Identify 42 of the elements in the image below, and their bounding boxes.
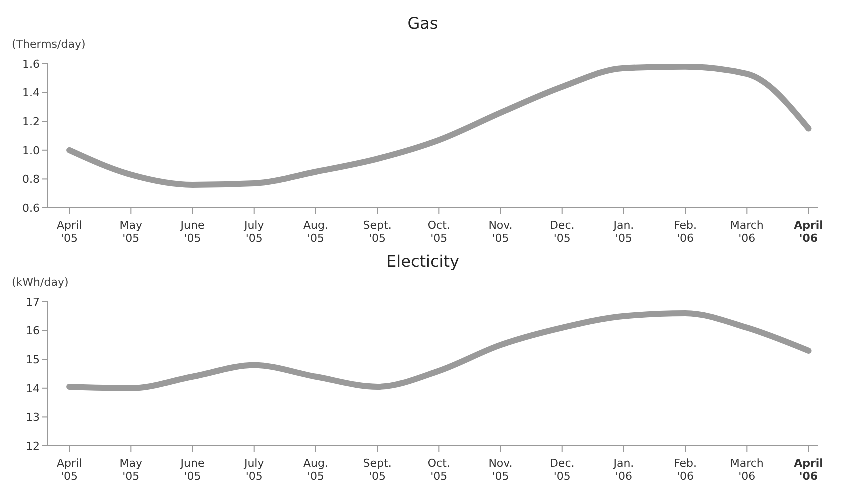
x-tick-label: April '05 [56,219,82,245]
x-tick-label: Feb. '06 [674,457,698,483]
y-tick-label: 14 [26,382,40,396]
x-tick-label: April '06 [794,457,824,483]
x-tick-label: Oct. '05 [428,457,450,483]
x-tick-label: Sept. '05 [363,219,392,245]
x-tick-label: April '05 [56,457,82,483]
x-tick-label: April '06 [794,219,824,245]
x-tick-label: June '05 [180,457,205,483]
y-tick-label: 12 [26,440,40,453]
x-tick-label: July '05 [243,457,265,483]
x-tick-label: May '05 [120,457,144,483]
x-tick-label: Aug. '05 [303,219,328,245]
y-tick-label: 16 [26,324,40,338]
y-tick-label: 15 [26,354,40,367]
x-tick-label: Oct. '05 [428,219,450,245]
y-tick-label: 0.6 [22,202,40,215]
y-axis-title: (kWh/day) [12,276,69,289]
y-tick-label: 13 [26,411,40,424]
x-tick-label: Aug. '05 [303,457,328,483]
x-tick-label: March '06 [730,219,764,245]
x-tick-label: Sept. '05 [363,457,392,483]
y-tick-label: 1.4 [22,86,40,100]
x-tick-label: May '05 [120,219,144,245]
chart-title: Electicity [386,252,460,271]
y-axis-title: (Therms/day) [12,38,86,51]
x-tick-label: July '05 [243,219,265,245]
y-tick-label: 0.8 [22,173,40,186]
x-tick-label: June '05 [180,219,205,245]
x-tick-label: Dec. '05 [550,219,575,245]
x-tick-label: March '06 [730,457,764,483]
y-tick-label: 17 [26,296,40,309]
x-tick-label: Jan. '06 [612,457,634,483]
x-tick-label: Nov. '05 [488,219,513,245]
y-tick-label: 1.0 [22,144,40,158]
x-tick-label: Feb. '06 [674,219,698,245]
x-tick-label: Nov. '05 [488,457,513,483]
y-tick-label: 1.6 [22,58,40,71]
x-tick-label: Jan. '05 [612,219,634,245]
y-tick-label: 1.2 [22,116,40,129]
x-tick-label: Dec. '05 [550,457,575,483]
chart-title: Gas [406,14,440,33]
